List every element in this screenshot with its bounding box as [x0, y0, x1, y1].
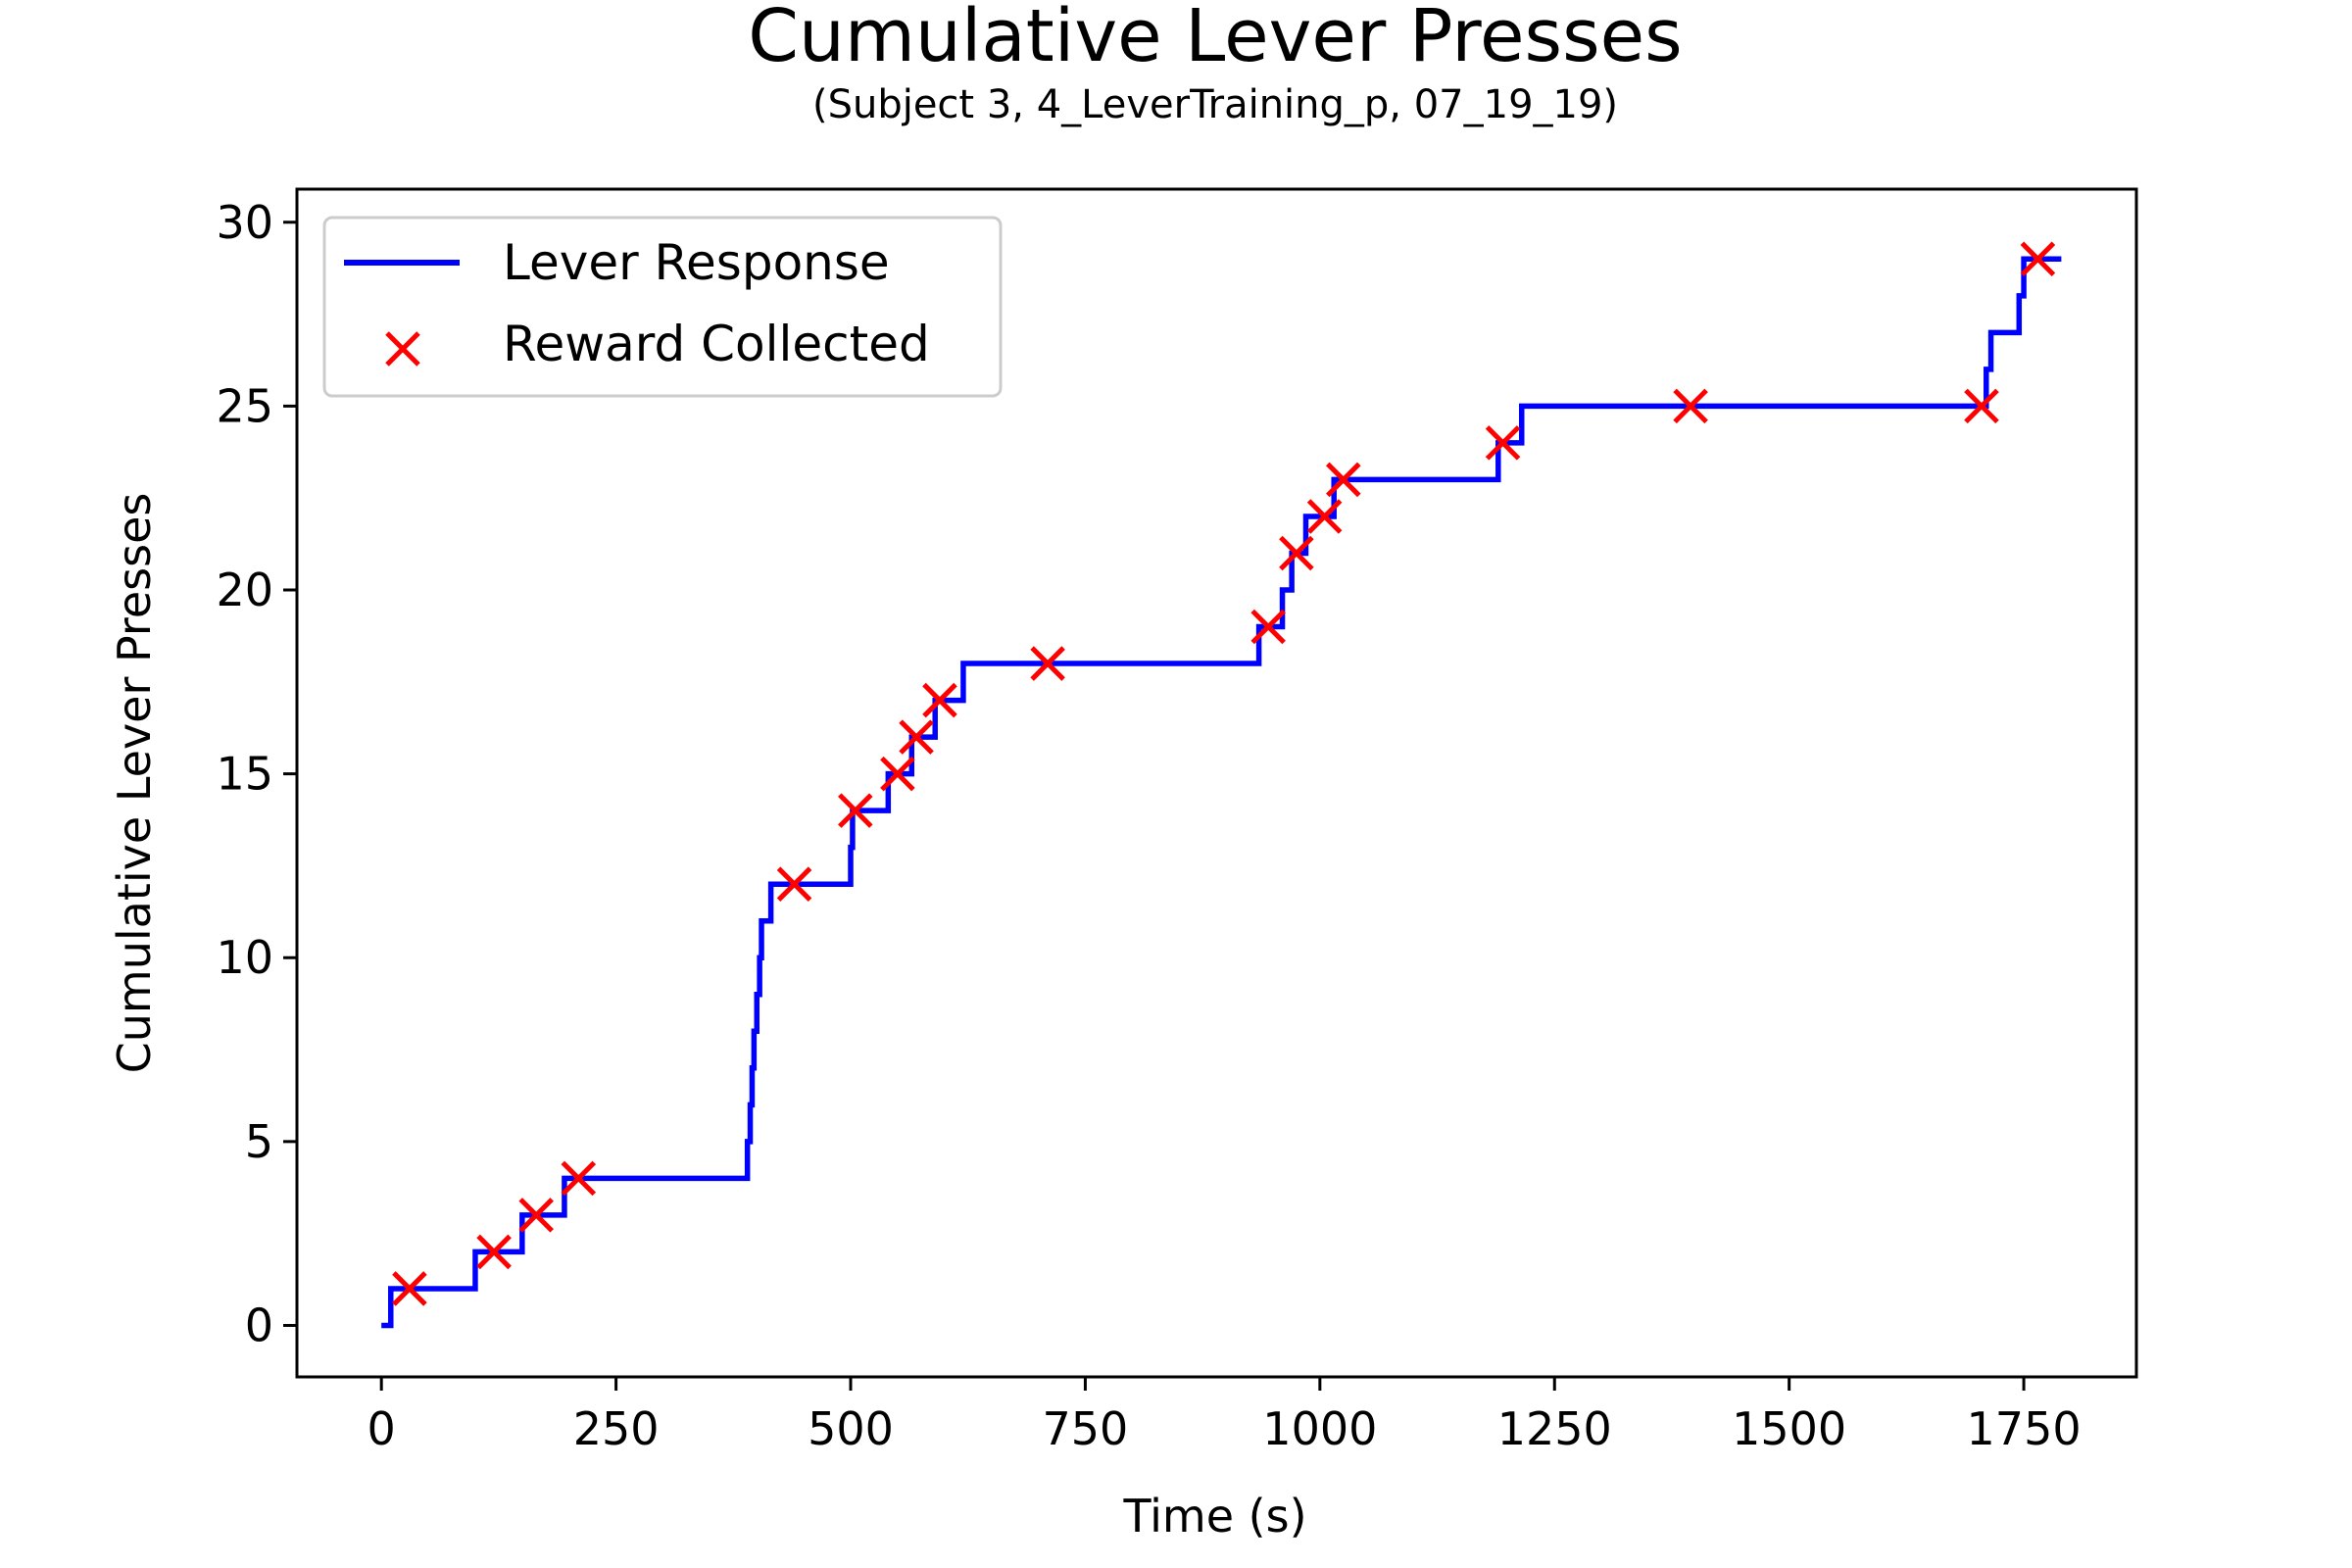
legend-label-reward-collected: Reward Collected	[503, 316, 930, 372]
reward-marker	[880, 756, 915, 792]
y-tick-label: 10	[216, 931, 273, 984]
reward-marker	[1030, 646, 1065, 681]
y-tick-label: 5	[245, 1115, 273, 1168]
x-tick-label: 0	[368, 1402, 396, 1455]
legend: Lever Response Reward Collected	[322, 216, 1003, 398]
y-tick-label: 0	[245, 1298, 273, 1351]
y-axis-label: Cumulative Lever Presses	[108, 493, 161, 1074]
x-tick-label: 500	[808, 1402, 894, 1455]
reward-marker	[1964, 388, 1999, 424]
x-axis: 0 250 500 750 1000 1250 1500 1750	[368, 1377, 2082, 1455]
reward-marker	[838, 793, 873, 828]
x-tick-label: 250	[573, 1402, 660, 1455]
x-tick-label: 1500	[1732, 1402, 1846, 1455]
y-tick-label: 20	[216, 564, 273, 616]
reward-marker	[776, 866, 812, 902]
chart-subtitle: (Subject 3, 4_LeverTraining_p, 07_19_19)	[812, 82, 1618, 127]
x-axis-label: Time (s)	[1122, 1490, 1306, 1543]
reward-marker	[392, 1271, 427, 1306]
reward-marker	[1306, 499, 1343, 534]
y-tick-label: 30	[216, 196, 273, 249]
reward-marker	[1250, 609, 1286, 645]
reward-marker	[2020, 241, 2056, 277]
reward-marker	[1279, 535, 1314, 571]
legend-label-lever-response: Lever Response	[503, 234, 890, 291]
reward-marker	[899, 719, 934, 755]
lever-response-line	[381, 256, 2062, 1329]
y-tick-label: 15	[216, 748, 273, 801]
chart-title: Cumulative Lever Presses	[748, 0, 1682, 78]
reward-marker	[1485, 425, 1521, 461]
legend-marker-swatch	[385, 331, 420, 367]
x-tick-label: 1750	[1967, 1402, 2082, 1455]
reward-marker	[922, 682, 957, 718]
x-tick-label: 750	[1043, 1402, 1129, 1455]
plot-area	[381, 241, 2062, 1329]
reward-marker	[518, 1198, 554, 1233]
reward-marker	[561, 1160, 597, 1197]
legend-box	[322, 216, 1003, 398]
y-axis: 0 5 10 15 20 25 30	[216, 196, 297, 1351]
x-tick-label: 1000	[1262, 1402, 1377, 1455]
y-tick-label: 25	[216, 379, 273, 432]
axes-frame	[295, 187, 2138, 1379]
reward-marker	[1326, 462, 1361, 498]
x-tick-label: 1250	[1497, 1402, 1612, 1455]
reward-marker	[476, 1234, 512, 1270]
reward-marker	[1673, 388, 1708, 424]
